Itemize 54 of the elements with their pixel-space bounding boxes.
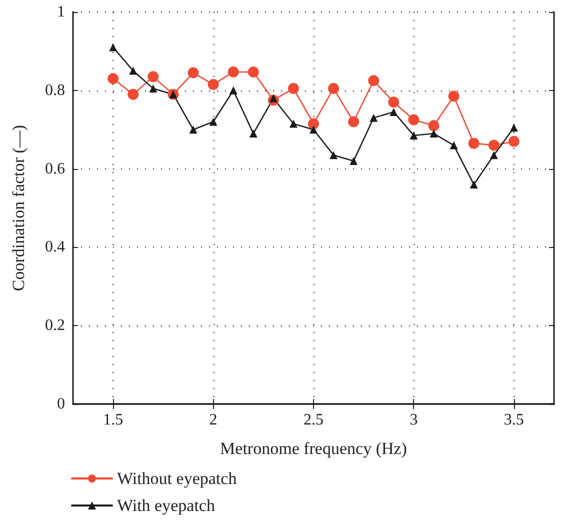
y-tick-label: 0 — [57, 396, 65, 412]
y-tick-label: 0.4 — [45, 238, 65, 256]
point — [430, 130, 438, 138]
point — [289, 120, 298, 128]
legend-label: Without eyepatch — [117, 469, 238, 488]
point — [468, 138, 480, 149]
x-tick-label: 2 — [209, 412, 218, 428]
point — [129, 66, 138, 75]
point — [149, 84, 158, 92]
point — [209, 118, 218, 126]
y-tick-label: 1 — [57, 4, 65, 20]
point — [330, 151, 338, 160]
point — [189, 126, 198, 134]
point — [408, 114, 420, 126]
point — [448, 90, 460, 102]
point — [328, 82, 340, 94]
point — [248, 66, 259, 78]
point — [108, 73, 119, 84]
point — [508, 136, 520, 147]
point — [109, 43, 118, 52]
point — [228, 66, 239, 78]
y-tick-label: 0.2 — [45, 317, 65, 334]
point — [208, 79, 219, 90]
point — [348, 116, 360, 128]
y-tick-label: 0.6 — [45, 160, 65, 178]
x-tick-label: 3 — [410, 412, 418, 428]
point — [470, 180, 478, 188]
point — [310, 126, 318, 134]
y-tick-label: 0.8 — [45, 82, 65, 99]
point — [390, 108, 398, 116]
point — [510, 124, 518, 132]
point — [269, 94, 278, 102]
point — [410, 131, 418, 140]
point — [488, 140, 500, 151]
point — [428, 120, 440, 132]
point — [370, 114, 378, 122]
point — [288, 82, 299, 94]
point — [368, 75, 380, 86]
point — [490, 151, 498, 160]
point — [308, 118, 319, 130]
point — [148, 71, 159, 82]
legend-label: With eyepatch — [117, 496, 216, 515]
point — [450, 141, 458, 150]
point — [249, 130, 258, 138]
point — [388, 96, 400, 108]
x-axis-title: Metronome frequency (Hz) — [220, 439, 407, 458]
x-tick-label: 2.5 — [304, 412, 324, 428]
point — [128, 88, 139, 100]
y-axis-title: Coordination factor (—) — [9, 124, 28, 292]
x-tick-label: 3.5 — [504, 412, 524, 428]
point — [188, 67, 199, 78]
point — [229, 86, 238, 94]
x-tick-label: 1.5 — [103, 412, 124, 428]
point — [350, 156, 358, 165]
